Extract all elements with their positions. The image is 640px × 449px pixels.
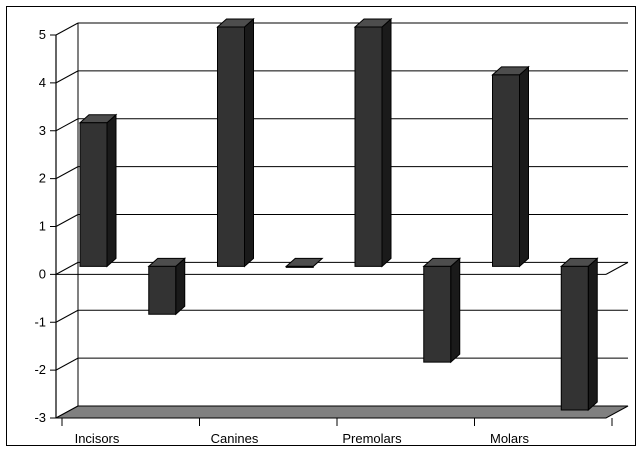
bar-front xyxy=(285,265,314,268)
chart-floor xyxy=(55,405,629,419)
x-tick-label: Premolars xyxy=(342,431,402,446)
gridline-depth xyxy=(55,166,79,180)
y-tick-label: 4 xyxy=(39,75,46,90)
zero-axis-depth xyxy=(605,261,629,275)
bar-side xyxy=(244,17,254,268)
gridline-depth xyxy=(55,22,79,36)
bar-front xyxy=(217,26,245,267)
gridline-depth xyxy=(55,214,79,227)
bar-6 xyxy=(491,65,530,268)
bar-1 xyxy=(147,257,187,316)
bar-side xyxy=(587,257,598,412)
y-tick-label: 5 xyxy=(39,27,46,42)
bar-front xyxy=(354,26,383,267)
floor-plane xyxy=(55,405,629,419)
y-tick-label: 3 xyxy=(39,123,46,138)
y-tick-label: -2 xyxy=(34,362,46,377)
x-tick-label: Molars xyxy=(490,431,530,446)
tick-labels: 5 4 3 2 1 0 -1 -2 -3 Incisors Canines Premolars Mola… xyxy=(34,27,529,446)
gridline-depth xyxy=(55,261,79,275)
bar-side xyxy=(450,257,461,364)
gridline-depth xyxy=(55,309,79,323)
y-tick-label: -3 xyxy=(34,410,46,425)
bar-side xyxy=(381,17,392,268)
x-tick-label: Canines xyxy=(211,431,259,446)
bar-3 xyxy=(284,257,324,268)
y-tick-label: 2 xyxy=(39,171,46,186)
bar-side xyxy=(175,257,186,316)
bar-side xyxy=(106,113,117,268)
gridline-depth xyxy=(55,118,79,132)
bar-front xyxy=(148,265,177,315)
grid-lines xyxy=(55,22,628,419)
y-tick-label: 0 xyxy=(39,266,46,281)
bar-front xyxy=(423,265,452,363)
gridline-depth xyxy=(55,357,79,371)
y-tick-label: -1 xyxy=(34,314,46,329)
bars xyxy=(78,17,599,412)
bar-front xyxy=(492,74,520,267)
bar-0 xyxy=(78,113,118,268)
bar-7 xyxy=(559,257,599,412)
y-tick-label: 1 xyxy=(39,219,46,234)
x-tick-label: Incisors xyxy=(75,431,120,446)
axes xyxy=(50,23,629,426)
gridline-depth xyxy=(55,70,79,84)
bar-side xyxy=(519,65,529,268)
bar-5 xyxy=(422,257,462,364)
bar-front xyxy=(79,122,108,267)
bar-top xyxy=(284,257,324,267)
bar-4 xyxy=(353,17,393,268)
bar-2 xyxy=(216,17,255,268)
bar-front xyxy=(560,265,589,411)
